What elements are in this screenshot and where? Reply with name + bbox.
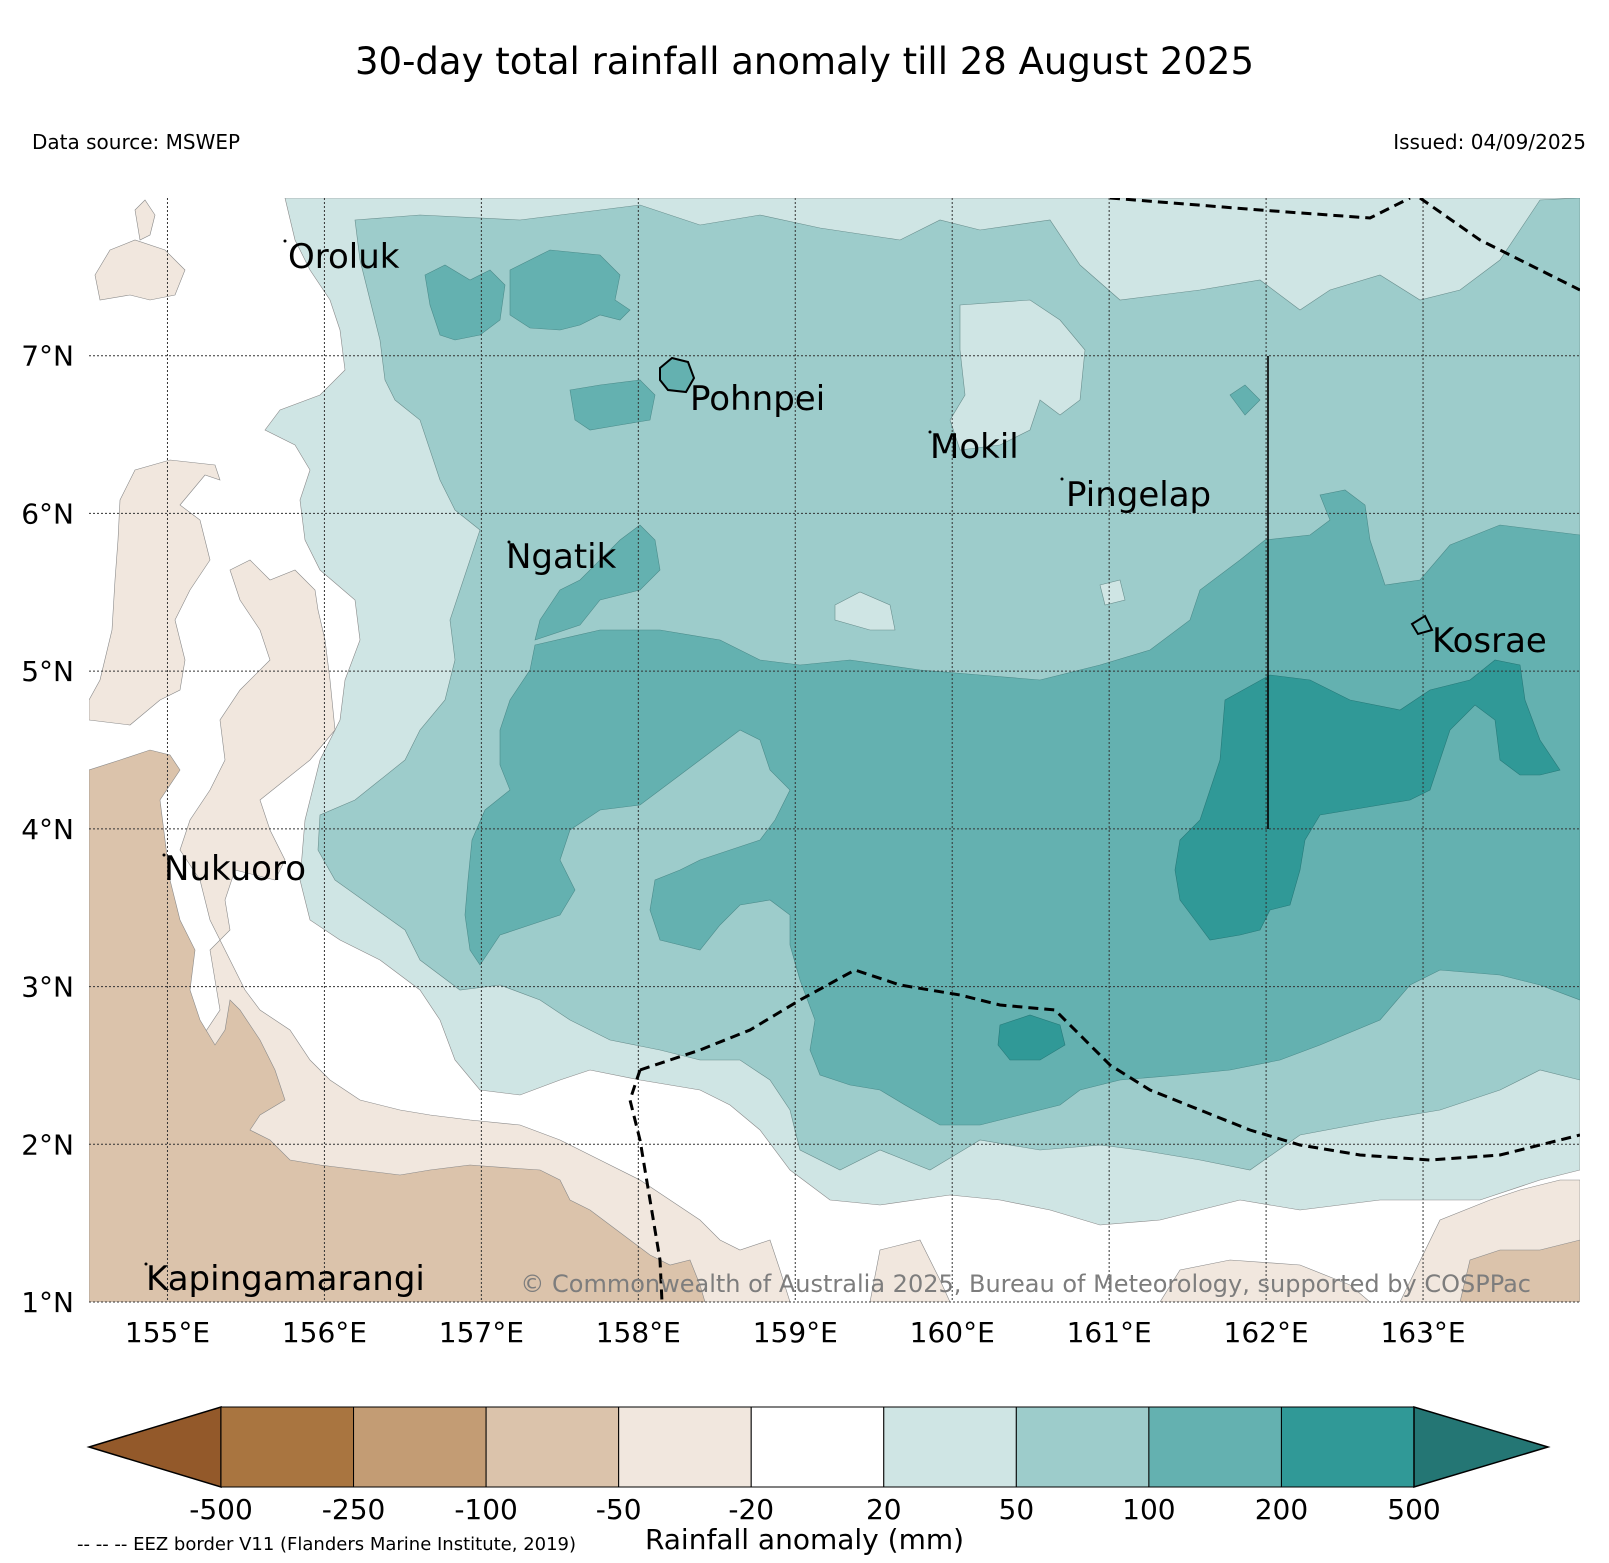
eez-border: [628, 198, 1580, 1302]
place-label-ngatik: Ngatik: [506, 537, 617, 577]
kosrae-island-outline: [1410, 614, 1434, 636]
colorbar-bin: [883, 1406, 1017, 1488]
anomaly-region-20-50: [949, 299, 1086, 451]
map-title: 30-day total rainfall anomaly till 28 Au…: [354, 40, 1255, 83]
anomaly-region-100-200: [424, 264, 506, 341]
longitude-tick-label: 155°E: [125, 1316, 210, 1349]
anomaly-region-neg50-neg20: [94, 239, 186, 301]
copyright-notice: © Commonwealth of Australia 2025, Bureau…: [520, 1270, 1531, 1298]
anomaly-region-200-500: [1174, 659, 1561, 941]
longitude-tick-label: 162°E: [1224, 1316, 1309, 1349]
place-label-nukuoro: Nukuoro: [164, 849, 306, 889]
anomaly-region-neg50-neg20: [134, 199, 156, 241]
anomaly-region-100-200: [1229, 384, 1261, 416]
place-label-oroluk: Oroluk: [288, 237, 400, 277]
longitude-tick-labels: 155°E 156°E 157°E 158°E 159°E 160°E 161°E 162°E…: [125, 1316, 1466, 1349]
longitude-tick-label: 161°E: [1067, 1316, 1152, 1349]
colorbar-tick-label: -500: [189, 1493, 253, 1526]
pohnpei-island-outline: [659, 356, 696, 394]
latitude-tick-label: 7°N: [21, 340, 74, 373]
colorbar-tick-label: 500: [1387, 1493, 1440, 1526]
anomaly-region-neg50-neg20: [1159, 1259, 1371, 1302]
colorbar-bin: [750, 1406, 885, 1488]
colorbar-tick-label: 20: [866, 1493, 902, 1526]
place-label-pingelap: Pingelap: [1066, 475, 1211, 515]
anomaly-region-20-50: [834, 591, 896, 631]
longitude-tick-label: 160°E: [910, 1316, 995, 1349]
anomaly-field: [89, 198, 1580, 1302]
latitude-tick-label: 5°N: [21, 655, 74, 688]
anomaly-region-200-500: [997, 1014, 1066, 1061]
place-label-kapingamarangi: Kapingamarangi: [146, 1259, 425, 1299]
place-label-kosrae: Kosrae: [1432, 621, 1547, 661]
longitude-tick-label: 157°E: [439, 1316, 524, 1349]
longitude-tick-label: 156°E: [282, 1316, 367, 1349]
longitude-tick-label: 158°E: [596, 1316, 681, 1349]
longitude-tick-label: 159°E: [753, 1316, 838, 1349]
colorbar-bin: [618, 1406, 752, 1488]
colorbar-tick-label: -50: [596, 1493, 642, 1526]
colorbar-tick-label: 100: [1122, 1493, 1175, 1526]
latitude-tick-labels: 1°N 2°N 3°N 4°N 5°N 6°N 7°N: [21, 340, 74, 1319]
eez-footnote: -- -- -- EEZ border V11 (Flanders Marine…: [77, 1534, 577, 1555]
place-label-mokil: Mokil: [930, 427, 1019, 467]
latitude-tick-label: 2°N: [21, 1128, 74, 1161]
anomaly-region-100-200: [569, 379, 656, 431]
latitude-tick-label: 3°N: [21, 971, 74, 1004]
island-markers: [144, 239, 1064, 1266]
data-source-label: Data source: MSWEP: [32, 130, 241, 154]
anomaly-region-100-200: [509, 249, 631, 331]
colorbar: -500 -250 -100 -50 -20 20 50 100 200 500: [86, 1405, 1551, 1526]
latitude-tick-label: 1°N: [21, 1286, 74, 1319]
colorbar-tick-label: 50: [999, 1493, 1035, 1526]
colorbar-tick-label: -100: [454, 1493, 518, 1526]
colorbar-bin: [220, 1406, 355, 1488]
issued-date-label: Issued: 04/09/2025: [1393, 130, 1586, 154]
anomaly-region-neg50-neg20: [869, 1239, 951, 1302]
colorbar-extend-high: [1413, 1405, 1551, 1489]
gridlines: [89, 198, 1580, 1303]
colorbar-bin: [353, 1406, 487, 1488]
colorbar-bin: [1015, 1406, 1150, 1488]
latitude-tick-label: 4°N: [21, 813, 74, 846]
colorbar-tick-label: 200: [1255, 1493, 1308, 1526]
colorbar-title: Rainfall anomaly (mm): [644, 1523, 965, 1556]
anomaly-region-neg100-neg50: [89, 749, 706, 1302]
longitude-tick-label: 163°E: [1380, 1316, 1465, 1349]
colorbar-bin: [1148, 1406, 1282, 1488]
latitude-tick-label: 6°N: [21, 497, 74, 530]
place-label-pohnpei: Pohnpei: [690, 379, 825, 419]
anomaly-region-100-200: [464, 489, 1580, 1126]
anomaly-region-neg100-neg50: [1459, 1239, 1580, 1302]
colorbar-extend-low: [86, 1405, 222, 1489]
anomaly-region-20-50: [1099, 579, 1126, 606]
colorbar-bin: [1280, 1406, 1415, 1488]
colorbar-tick-label: -250: [322, 1493, 386, 1526]
colorbar-bin: [485, 1406, 620, 1488]
colorbar-tick-label: -20: [728, 1493, 774, 1526]
